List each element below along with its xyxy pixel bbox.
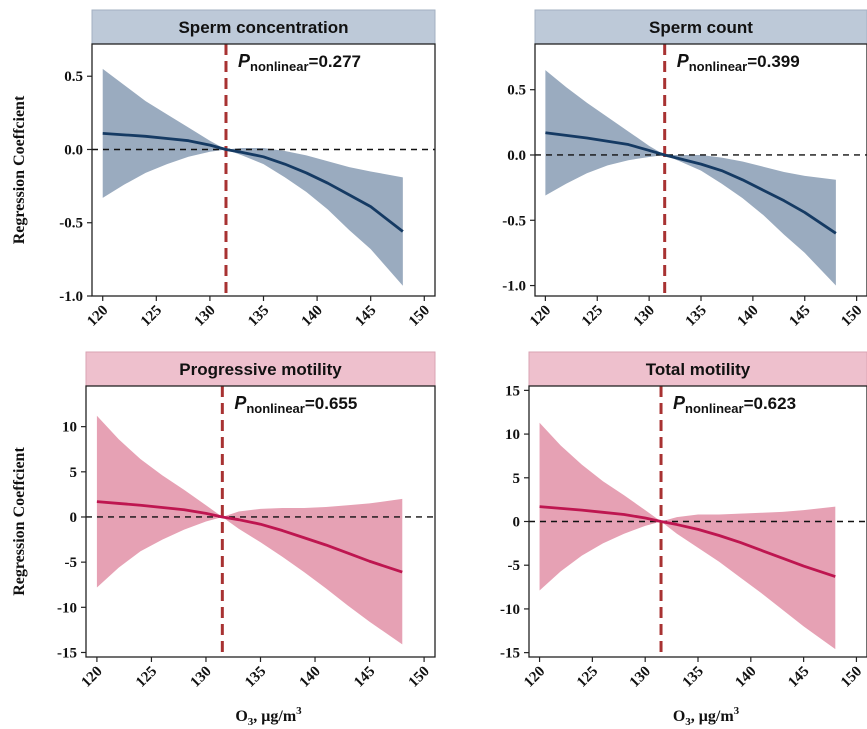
plot-area — [92, 44, 435, 296]
confidence-band — [539, 422, 836, 650]
y-tick-label: -15 — [500, 646, 520, 662]
x-tick-label: 140 — [734, 303, 761, 330]
plot-area — [535, 44, 867, 296]
y-tick-label: -5 — [508, 558, 521, 574]
y-tick-label: -5 — [65, 555, 78, 571]
x-tick-label: 150 — [406, 664, 433, 691]
x-tick-label: 125 — [138, 303, 165, 330]
panel-title: Progressive motility — [179, 360, 342, 379]
x-tick-label: 135 — [683, 303, 710, 330]
x-tick-label: 130 — [188, 664, 215, 691]
x-tick-label: 145 — [785, 664, 812, 691]
x-tick-label: 135 — [242, 664, 269, 691]
panel-strip — [528, 351, 867, 387]
x-tick-label: 135 — [680, 664, 707, 691]
y-tick-label: -0.5 — [502, 213, 526, 229]
estimate-line — [96, 500, 403, 574]
panel-title: Sperm count — [649, 18, 753, 37]
y-tick-label: -0.5 — [59, 216, 83, 232]
panel-1: Sperm concentration Pnonlinear=0.277 0.5 0.… — [11, 9, 436, 330]
plot-area — [86, 386, 435, 657]
y-tick-label: -10 — [500, 602, 520, 618]
x-tick-label: 130 — [631, 303, 658, 330]
y-axis-label: Regression Coeffcient — [11, 447, 28, 596]
y-tick-label: 10 — [62, 420, 77, 436]
x-tick-label: 150 — [406, 303, 433, 330]
y-tick-label: 5 — [513, 471, 521, 487]
x-tick-label: 125 — [579, 303, 606, 330]
p-value-annotation: Pnonlinear=0.277 — [238, 51, 361, 74]
p-value-annotation: Pnonlinear=0.623 — [673, 393, 796, 416]
confidence-band — [102, 68, 403, 286]
y-tick-label: 0.5 — [507, 83, 526, 99]
p-value-annotation: Pnonlinear=0.399 — [677, 51, 800, 74]
y-tick-label: -10 — [57, 600, 77, 616]
x-tick-label: 120 — [527, 303, 554, 330]
y-tick-label: 0 — [70, 510, 78, 526]
x-tick-label: 130 — [192, 303, 219, 330]
y-axis-label: Regression Coeffcient — [11, 95, 28, 244]
panel-4: Total motility Pnonlinear=0.623 15 10 5 0 -5 -1… — [500, 351, 867, 728]
panel-strip — [91, 9, 436, 45]
y-tick-label: 15 — [505, 383, 520, 399]
estimate-line — [102, 131, 404, 233]
x-tick-label: 130 — [627, 664, 654, 691]
x-tick-label: 135 — [245, 303, 272, 330]
x-tick-label: 150 — [838, 303, 865, 330]
x-tick-label: 145 — [352, 303, 379, 330]
panel-2: Sperm count Pnonlinear=0.399 0.5 0.0 -0.5 -1.… — [502, 9, 867, 330]
y-tick-label: -1.0 — [59, 289, 83, 305]
x-tick-label: 120 — [79, 664, 106, 691]
p-value-annotation: Pnonlinear=0.655 — [234, 393, 357, 416]
estimate-line — [539, 505, 836, 578]
confidence-band — [96, 415, 403, 645]
x-tick-label: 140 — [299, 303, 326, 330]
y-tick-label: 0.0 — [507, 148, 526, 164]
panel-title: Sperm concentration — [178, 18, 348, 37]
y-tick-label: 0 — [513, 515, 521, 531]
y-tick-label: 0.5 — [64, 69, 83, 85]
panel-strip — [85, 351, 436, 387]
y-tick-label: 0.0 — [64, 142, 83, 158]
x-tick-label: 125 — [133, 664, 160, 691]
y-tick-label: 5 — [70, 465, 78, 481]
panel-3: Progressive motility Pnonlinear=0.655 10 5 0… — [11, 351, 436, 728]
x-tick-label: 120 — [521, 664, 548, 691]
x-tick-label: 145 — [351, 664, 378, 691]
y-tick-label: 10 — [505, 427, 520, 443]
x-tick-label: 120 — [84, 303, 111, 330]
panel-title: Total motility — [646, 360, 751, 379]
plot-area — [529, 386, 867, 657]
x-tick-label: 145 — [786, 303, 813, 330]
x-tick-label: 140 — [732, 664, 759, 691]
confidence-band — [545, 70, 836, 286]
x-axis-label: O3, μg/m3 — [673, 705, 740, 728]
y-tick-label: -15 — [57, 645, 77, 661]
x-tick-label: 140 — [297, 664, 324, 691]
x-axis-label: O3, μg/m3 — [235, 705, 302, 728]
x-tick-label: 150 — [838, 664, 865, 691]
y-tick-label: -1.0 — [502, 279, 526, 295]
x-tick-label: 125 — [574, 664, 601, 691]
estimate-line — [545, 131, 837, 235]
